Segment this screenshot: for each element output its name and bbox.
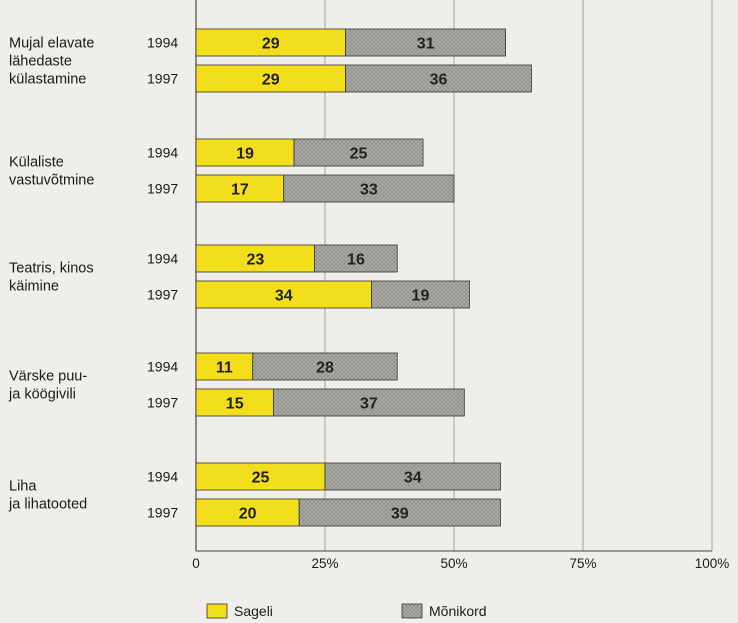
- bar-mõnikord: [293, 138, 424, 167]
- data-label: 36: [430, 72, 448, 89]
- year-label: 1994: [147, 469, 178, 485]
- x-axis: 0 25% 50% 75% 100%: [192, 550, 730, 571]
- data-label: 11: [216, 360, 233, 377]
- year-label: 1994: [147, 145, 178, 161]
- bar-sageli: [195, 244, 316, 273]
- bar-sageli: [195, 498, 300, 527]
- bar-mõnikord: [272, 388, 465, 417]
- year-label: 1997: [147, 395, 178, 411]
- year-label: 1997: [147, 505, 178, 521]
- data-label: 33: [360, 182, 378, 199]
- year-label: 1997: [147, 71, 178, 87]
- bar-sageli: [195, 28, 347, 57]
- bar-sageli: [195, 352, 254, 381]
- data-label: 29: [262, 72, 280, 89]
- bar-sageli: [195, 64, 347, 93]
- data-label: 25: [350, 146, 368, 163]
- category-label: ja lihatooted: [8, 497, 87, 513]
- category-label: käimine: [9, 279, 59, 295]
- legend-swatch-mõnikord: [401, 603, 423, 619]
- data-label: 28: [316, 360, 334, 377]
- bar-sageli: [195, 388, 274, 417]
- bar-sageli: [195, 280, 372, 309]
- year-label: 1994: [147, 251, 178, 267]
- legend-label: Mõnikord: [429, 603, 487, 619]
- x-tick-label: 100%: [695, 556, 730, 571]
- category-label: Külaliste: [9, 155, 64, 171]
- bar-mõnikord: [283, 174, 455, 203]
- data-label: 17: [231, 182, 249, 199]
- bar-mõnikord: [345, 64, 532, 93]
- data-label: 23: [246, 252, 264, 269]
- bar-mõnikord: [252, 352, 398, 381]
- data-label: 19: [236, 146, 254, 163]
- labels: Mujal elavate lähedaste külastamine 1994 29 3…: [8, 35, 448, 523]
- legend-label: Sageli: [234, 603, 273, 619]
- category-label: Liha: [9, 479, 37, 495]
- data-label: 31: [417, 36, 435, 53]
- year-label: 1997: [147, 287, 178, 303]
- category-label: külastamine: [9, 72, 86, 88]
- x-tick-label: 0: [192, 556, 200, 571]
- bar-mõnikord: [314, 244, 398, 273]
- data-label: 34: [275, 288, 293, 305]
- category-label: ja köögivili: [8, 387, 76, 403]
- bar-mõnikord: [345, 28, 507, 57]
- data-label: 20: [239, 506, 257, 523]
- data-label: 19: [412, 288, 430, 305]
- year-label: 1994: [147, 359, 178, 375]
- bars: [195, 28, 532, 527]
- category-label: Teatris, kinos: [9, 261, 94, 277]
- legend: Sageli Mõnikord: [206, 603, 487, 619]
- x-tick-label: 25%: [311, 556, 338, 571]
- data-label: 39: [391, 506, 409, 523]
- data-label: 16: [347, 252, 365, 269]
- category-label: vastuvõtmine: [9, 173, 94, 189]
- bar-mõnikord: [298, 498, 501, 527]
- bar-mõnikord: [371, 280, 470, 309]
- bar-mõnikord: [324, 462, 501, 491]
- bar-sageli: [195, 138, 295, 167]
- year-label: 1997: [147, 181, 178, 197]
- data-label: 25: [252, 470, 270, 487]
- data-label: 29: [262, 36, 280, 53]
- bar-sageli: [195, 174, 285, 203]
- x-tick-label: 50%: [440, 556, 467, 571]
- legend-swatch-sageli: [206, 603, 228, 619]
- x-tick-label: 75%: [569, 556, 596, 571]
- category-label: Mujal elavate: [9, 36, 94, 52]
- category-label: lähedaste: [9, 54, 72, 70]
- data-label: 37: [360, 396, 378, 413]
- bar-sageli: [195, 462, 326, 491]
- data-label: 34: [404, 470, 422, 487]
- data-label: 15: [226, 396, 244, 413]
- category-label: Värske puu-: [9, 369, 87, 385]
- year-label: 1994: [147, 35, 178, 51]
